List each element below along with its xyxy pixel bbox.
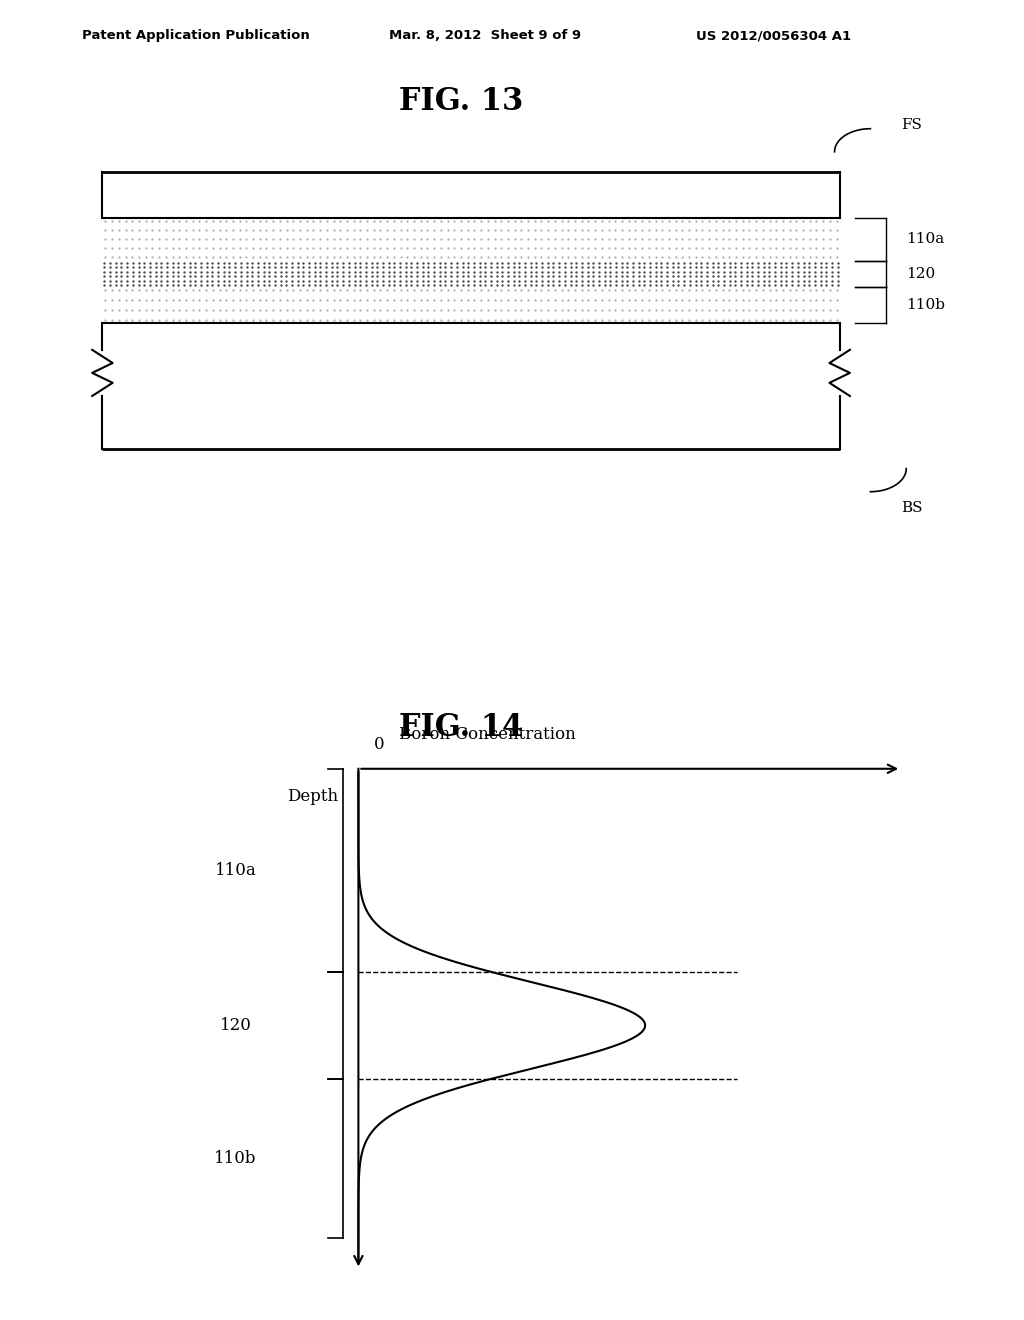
Text: US 2012/0056304 A1: US 2012/0056304 A1 <box>696 29 851 42</box>
Text: Patent Application Publication: Patent Application Publication <box>82 29 309 42</box>
Text: BS: BS <box>901 502 923 515</box>
Text: FIG. 14: FIG. 14 <box>398 711 523 743</box>
Text: Boron Concentration: Boron Concentration <box>399 726 577 743</box>
Text: FIG. 13: FIG. 13 <box>398 86 523 116</box>
Text: 110a: 110a <box>906 232 944 247</box>
Text: Depth: Depth <box>287 788 338 805</box>
Text: Mar. 8, 2012  Sheet 9 of 9: Mar. 8, 2012 Sheet 9 of 9 <box>389 29 582 42</box>
Text: 110b: 110b <box>214 1150 257 1167</box>
Text: 110a: 110a <box>215 862 256 879</box>
Text: 120: 120 <box>906 267 936 281</box>
Text: 0: 0 <box>374 737 384 752</box>
Text: FS: FS <box>901 119 922 132</box>
Text: 120: 120 <box>219 1016 252 1034</box>
Text: 110b: 110b <box>906 298 945 313</box>
